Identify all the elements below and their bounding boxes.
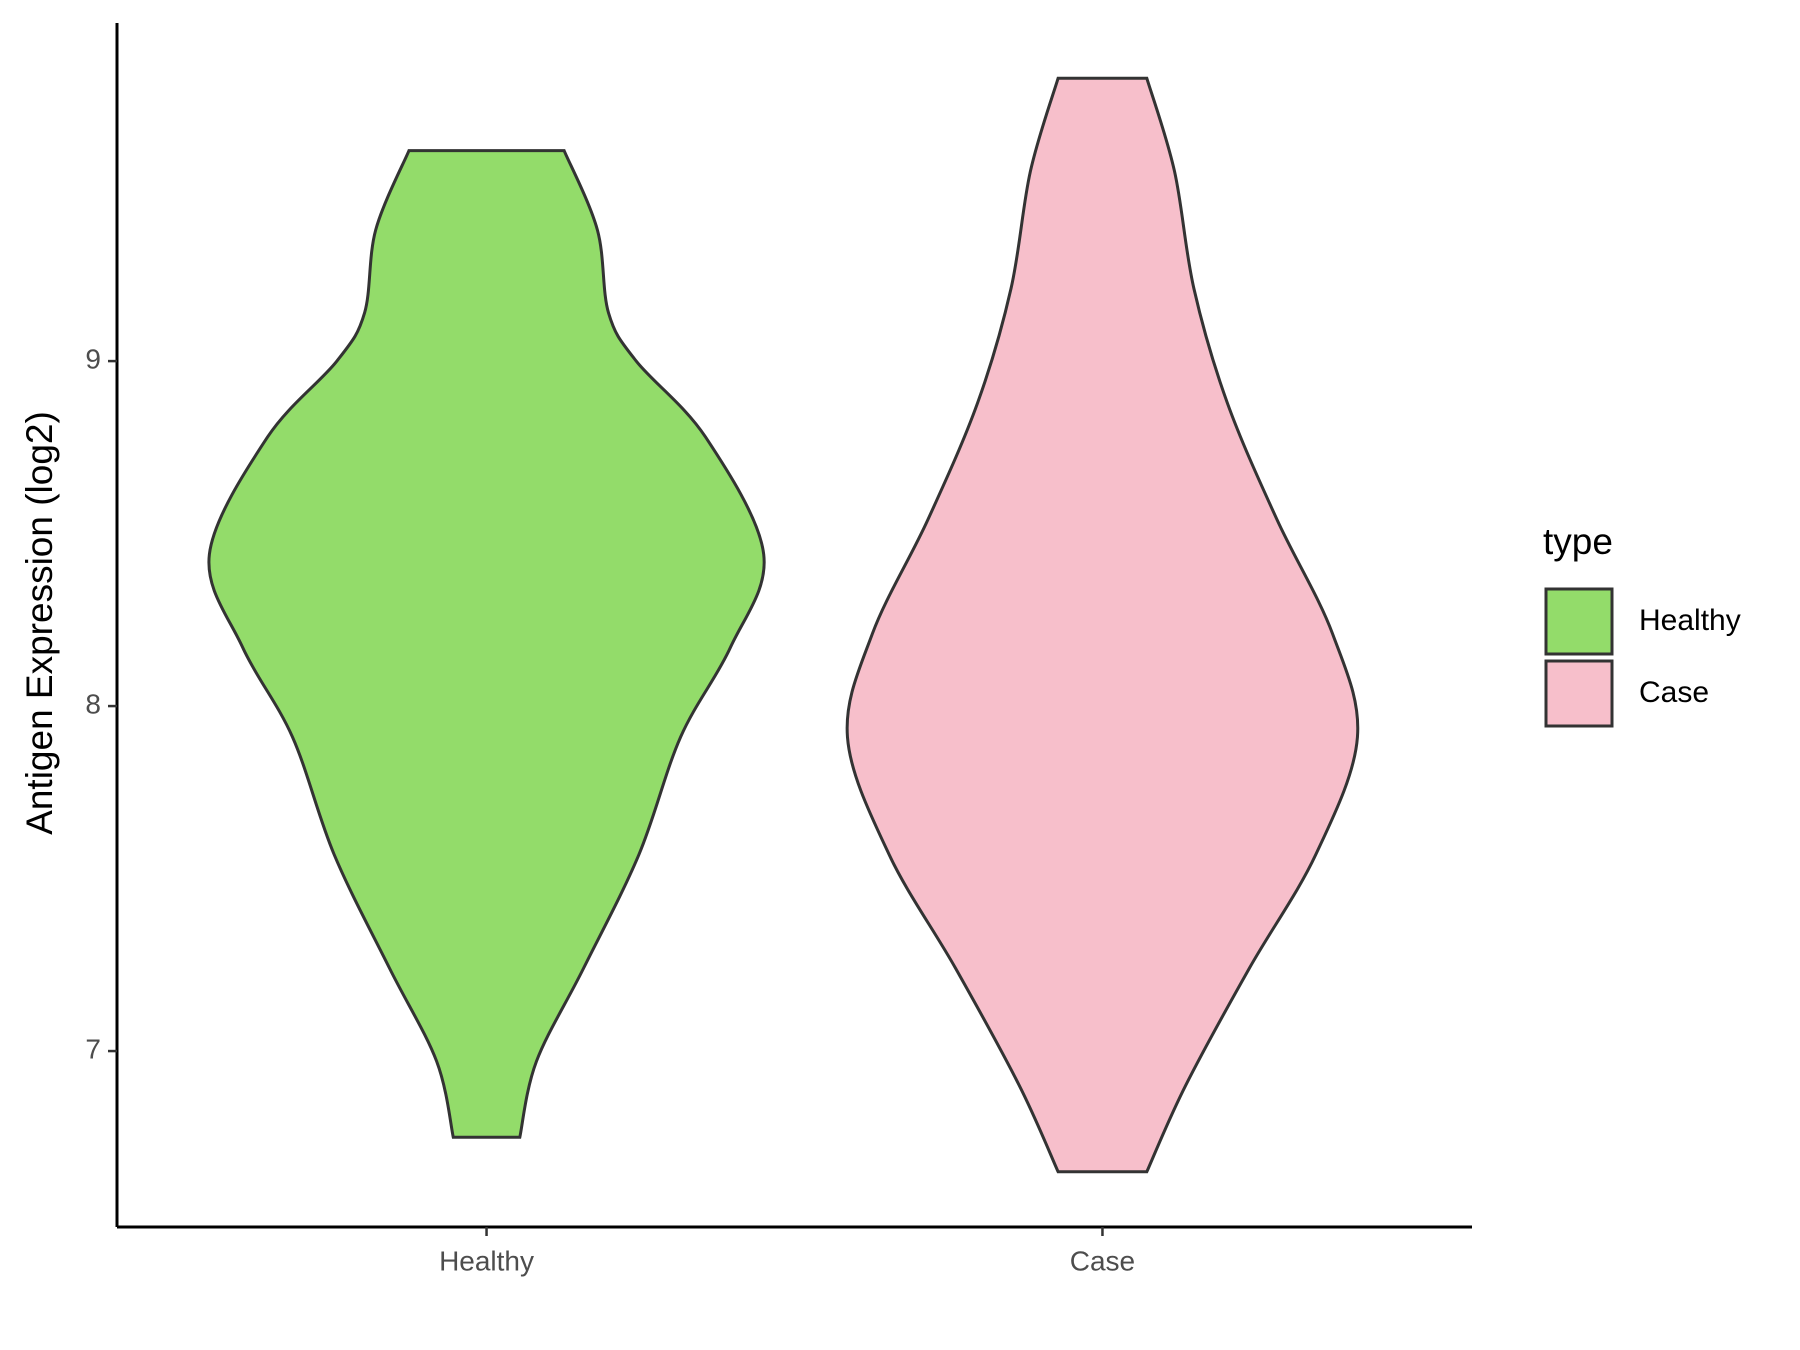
x-tick-label: Case <box>1070 1245 1135 1276</box>
legend-label: Case <box>1639 676 1709 709</box>
legend-label: Healthy <box>1639 604 1741 637</box>
violin <box>845 76 1360 1174</box>
legend-key <box>1544 587 1614 656</box>
y-tick-label: 9 <box>85 343 101 374</box>
x-tick-label: Healthy <box>439 1245 534 1276</box>
y-axis-title: Antigen Expression (log2) <box>19 411 60 835</box>
legend-key <box>1544 659 1614 728</box>
y-tick-label: 7 <box>85 1033 101 1064</box>
legend-title: type <box>1543 521 1613 562</box>
y-tick-label: 8 <box>85 688 101 719</box>
violin <box>207 149 766 1139</box>
